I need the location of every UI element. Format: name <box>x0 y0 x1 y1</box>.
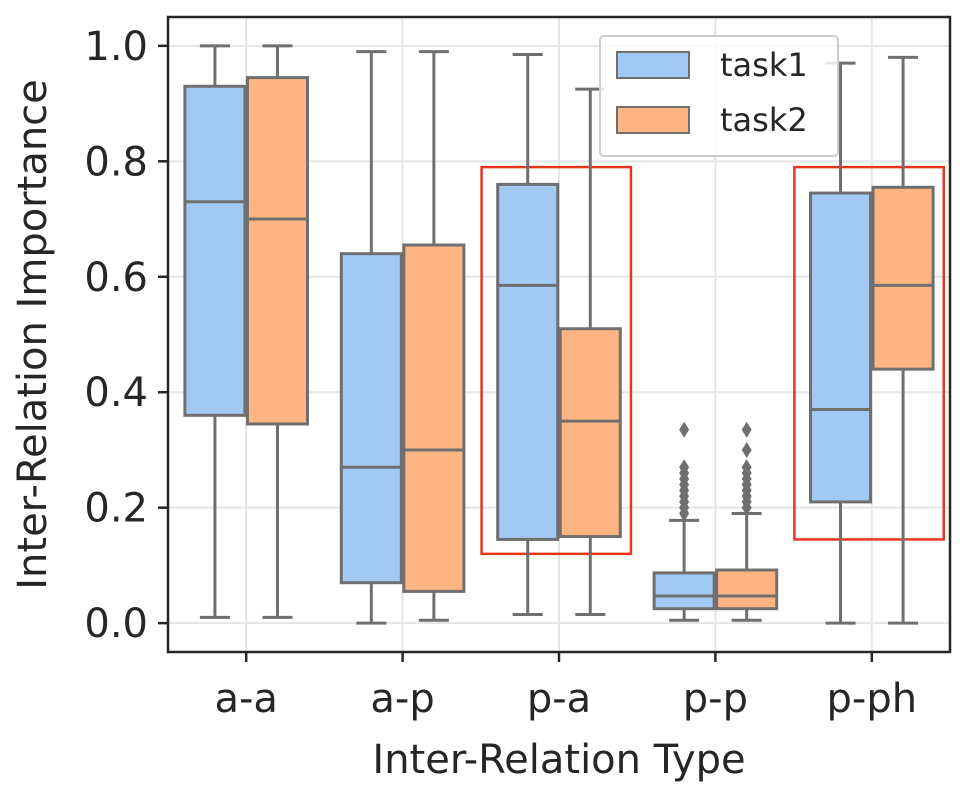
x-tick-label: p-ph <box>827 676 918 722</box>
y-tick-label: 0.2 <box>84 486 148 532</box>
box-body <box>558 327 622 539</box>
box-body <box>245 76 310 426</box>
flier-point <box>741 421 752 438</box>
legend-label-task2: task2 <box>720 101 808 139</box>
highlight-box-p-a <box>480 165 633 556</box>
legend-swatch-task2 <box>616 106 690 134</box>
y-tick-label: 0.4 <box>84 370 148 416</box>
y-axis-title: Inter-Relation Importance <box>10 79 56 590</box>
box-group-task1-p-p <box>652 421 716 622</box>
box-group-task2-p-p <box>715 421 779 622</box>
legend: task1 task2 <box>599 35 839 157</box>
y-tick-label: 0.6 <box>84 255 148 301</box>
y-tick-label: 1.0 <box>84 24 148 70</box>
legend-swatch-task1 <box>616 51 690 79</box>
x-tick-label: p-a <box>527 676 591 722</box>
y-tick-label: 0.0 <box>84 601 148 647</box>
box-group-task2-p-ph <box>871 55 935 625</box>
legend-label-task1: task1 <box>720 46 808 84</box>
box-body <box>715 568 779 611</box>
box-groups <box>183 44 935 625</box>
box-group-task1-p-ph <box>808 61 873 625</box>
x-tick-label: a-a <box>214 676 277 722</box>
box-group-task2-a-p <box>402 50 466 622</box>
box-body <box>652 571 716 611</box>
y-tick-label: 0.8 <box>84 139 148 185</box>
axes: 0.0 0.2 0.4 0.6 0.8 1.0 a-a a-p p-a p-p p-ph Inter-… <box>10 24 917 783</box>
box-body <box>402 243 466 593</box>
box-group-task2-a-a <box>245 44 310 619</box>
flier-point <box>741 441 752 458</box>
highlight-box-p-ph <box>793 165 945 541</box>
box-group-task1-p-a <box>496 53 560 616</box>
x-axis-title: Inter-Relation Type <box>372 737 745 783</box>
flier-point <box>679 459 690 476</box>
box-body <box>871 185 935 371</box>
box-group-task2-p-a <box>558 87 622 616</box>
flier-point <box>679 421 690 438</box>
box-body <box>339 252 403 585</box>
box-group-task1-a-p <box>339 50 403 625</box>
x-tick-label: p-p <box>683 676 748 722</box>
highlight-boxes <box>480 165 945 556</box>
box-body <box>496 182 560 541</box>
x-tick-label: a-p <box>370 676 434 722</box>
flier-point <box>741 459 752 476</box>
box-body <box>183 84 247 417</box>
box-body <box>808 191 873 504</box>
box-group-task1-a-a <box>183 44 247 619</box>
